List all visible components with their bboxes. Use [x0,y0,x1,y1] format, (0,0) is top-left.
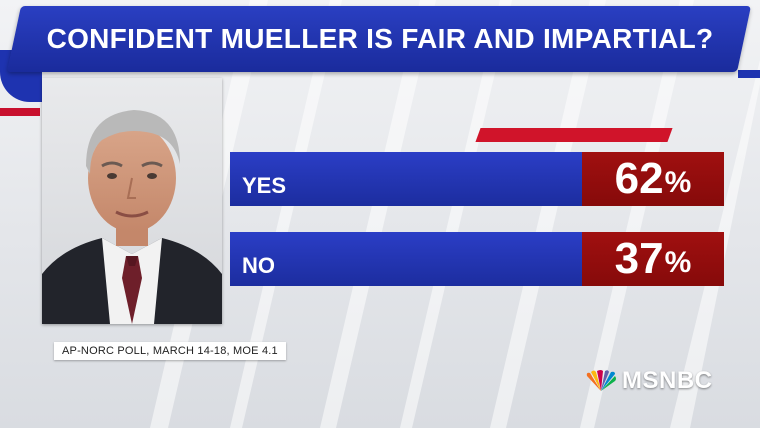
value-box: 62% [582,152,724,206]
accent-bar [475,128,673,142]
category-label: YES [242,173,287,198]
percent-sign: % [664,166,692,199]
bar-row-yes: YES 62% [230,152,724,206]
bar-no [230,232,582,286]
percent-sign: % [664,246,692,279]
value-label: 37 [614,234,664,283]
chart-title: CONFIDENT MUELLER IS FAIR AND IMPARTIAL? [46,23,714,54]
category-label: NO [242,253,275,278]
portrait-illustration [42,78,222,324]
value-box: 37% [582,232,724,286]
left-red-stripe [0,108,40,116]
portrait-photo [42,78,222,324]
bar-yes [230,152,582,206]
network-logo: MSNBC [584,366,713,396]
poll-source-label: AP-NORC POLL, MARCH 14-18, MOE 4.1 [54,342,286,360]
bar-row-no: NO 37% [230,232,724,286]
network-logo-text: MSNBC [622,367,713,394]
right-blue-stripe [738,70,760,78]
peacock-icon [586,370,616,391]
value-label: 62 [614,154,664,203]
